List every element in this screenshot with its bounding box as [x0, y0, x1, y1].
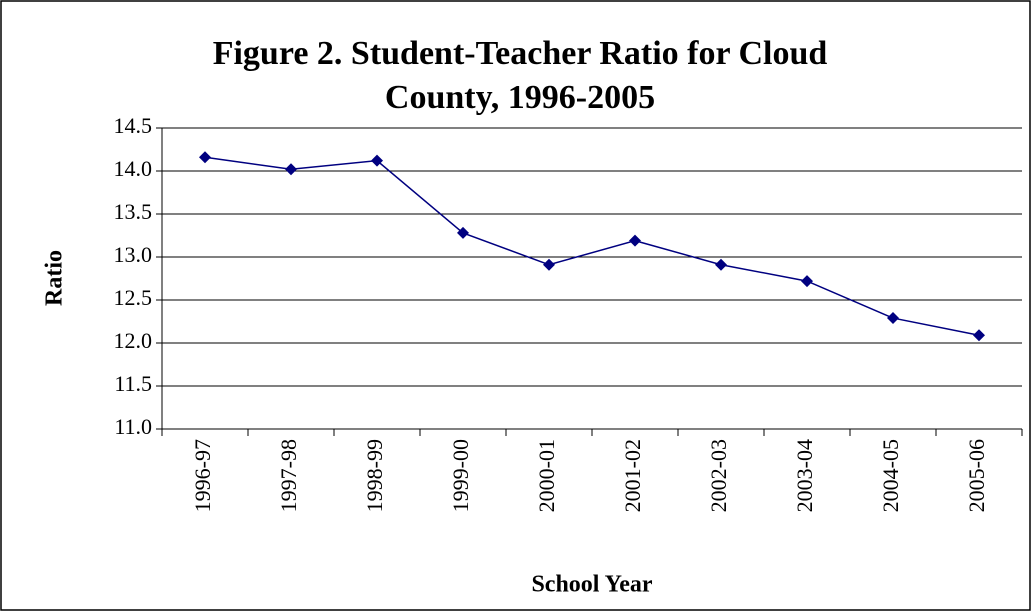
y-tick-label: 12.5: [114, 285, 153, 310]
marker: [285, 163, 297, 176]
marker: [801, 275, 813, 288]
chart-title: Figure 2. Student-Teacher Ratio for Clou…: [213, 35, 828, 72]
marker: [973, 329, 985, 342]
line: [204, 156, 980, 336]
y-tick-label: 13.5: [114, 199, 153, 224]
marker: [457, 226, 469, 239]
x-tick-label: 2004-05: [878, 439, 903, 512]
x-tick-label: 1999-00: [448, 439, 473, 512]
marker: [887, 312, 899, 325]
x-tick-label: 2000-01: [534, 439, 559, 512]
marker: [371, 154, 383, 167]
marker: [629, 234, 641, 247]
x-tick-label: 1996-97: [190, 439, 215, 512]
marker: [543, 258, 555, 271]
y-axis-label: Ratio: [42, 250, 68, 306]
y-tick-label: 12.0: [114, 328, 153, 353]
y-tick-label: 14.5: [114, 113, 153, 138]
x-tick-label: 2001-02: [620, 439, 645, 512]
marker: [715, 258, 727, 271]
x-tick-label: 2002-03: [706, 439, 731, 512]
x-tick-label: 2003-04: [792, 439, 817, 512]
y-tick-label: 11.5: [114, 371, 152, 396]
y-tick-label: 11.0: [114, 414, 152, 439]
x-tick-label: 1998-99: [362, 439, 387, 512]
y-tick-label: 13.0: [114, 242, 153, 267]
chart-title: County, 1996-2005: [385, 79, 655, 116]
x-tick-label: 2005-06: [964, 439, 989, 512]
y-tick-label: 14.0: [114, 156, 153, 181]
marker: [199, 151, 211, 164]
x-axis-label: School Year: [531, 572, 652, 598]
x-tick-label: 1997-98: [276, 439, 301, 512]
